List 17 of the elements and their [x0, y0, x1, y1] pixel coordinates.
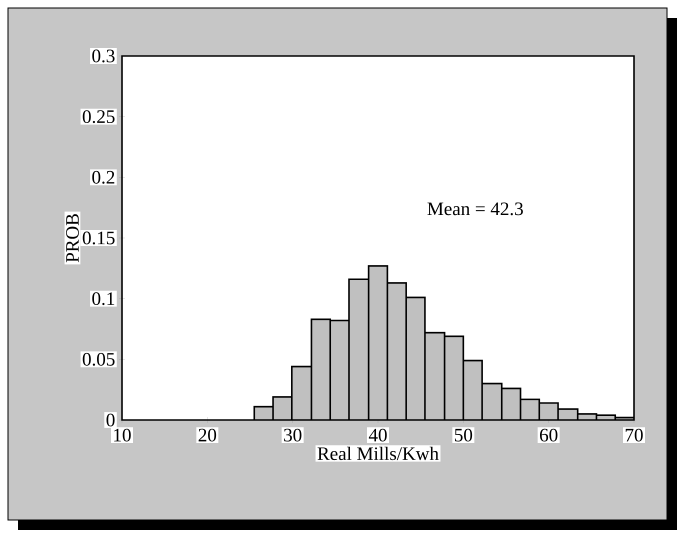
y-tick-label: 0.05	[82, 352, 115, 366]
x-tick-label: 10	[114, 428, 131, 442]
x-tick-label: 30	[284, 428, 302, 442]
x-tick-label: 50	[454, 428, 472, 442]
y-tick-label: 0.3	[92, 50, 115, 62]
x-tick-label: 60	[540, 428, 558, 442]
y-tick-label: 0.1	[92, 292, 114, 306]
x-tick-label: 20	[198, 428, 216, 442]
annotation: Mean = 42.3	[427, 202, 523, 216]
x-tick-label: 70	[626, 428, 643, 442]
y-tick-label: 0.2	[92, 170, 114, 184]
y-tick-label: 0	[106, 414, 115, 426]
y-axis-title: PROB	[66, 214, 79, 262]
x-tick-label: 40	[368, 428, 387, 442]
x-axis-title: Real Mills/Kwh	[318, 446, 439, 460]
y-tick-label: 0.25	[82, 110, 115, 124]
y-tick-label: 0.15	[82, 232, 115, 244]
